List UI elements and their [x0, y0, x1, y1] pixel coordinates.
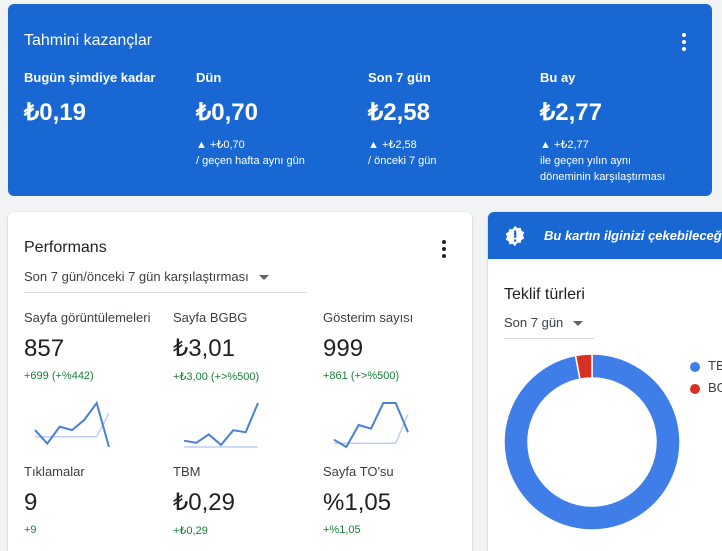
bid-types-card: Bu kartın ilginizi çekebileceğini düşünd…: [488, 212, 722, 551]
sparkline-page-rpm: [183, 402, 259, 448]
bid-types-title: Teklif türleri: [504, 286, 585, 303]
earnings-label: Bu ay: [540, 70, 576, 85]
performance-more-icon[interactable]: [434, 238, 454, 260]
earnings-label: Dün: [196, 70, 222, 85]
earnings-value: ₺0,70: [196, 99, 258, 126]
performance-period-select[interactable]: Son 7 gün/önceki 7 gün karşılaştırması: [24, 269, 307, 293]
donut-slice-1: [574, 353, 593, 381]
earnings-caption: / önceki 7 gün: [368, 155, 437, 167]
earnings-value: ₺2,77: [540, 99, 602, 126]
metric-label: Sayfa TO'su: [323, 464, 394, 479]
earnings-caption-line2: döneminin karşılaştırması: [540, 171, 666, 183]
metric-label: Tıklamalar: [24, 464, 85, 479]
sparkline-page-views: [34, 400, 110, 448]
earnings-yesterday: Dün ₺0,70 ▲ +₺0,70 / geçen hafta aynı gü…: [196, 70, 305, 169]
performance-period-value: Son 7 gün/önceki 7 gün karşılaştırması: [24, 269, 249, 284]
metric-change: +₺0,29: [173, 525, 208, 537]
metric-page-ctr[interactable]: Sayfa TO'su %1,05 +%1,05: [323, 464, 463, 536]
legend-dot: [690, 361, 700, 372]
earnings-more-icon[interactable]: [674, 31, 694, 53]
metric-change: +699 (+%442): [24, 370, 94, 382]
metric-label: Gösterim sayısı: [323, 310, 414, 325]
metric-value: ₺3,01: [173, 335, 235, 362]
legend-label: BGBG: [708, 380, 722, 395]
legend-dot: [690, 383, 700, 394]
metric-label: Sayfa BGBG: [173, 310, 248, 325]
estimated-earnings-card: Tahmini kazançlar Bugün şimdiye kadar ₺0…: [8, 4, 712, 196]
earnings-value: ₺0,19: [24, 99, 86, 126]
earnings-caption: ile geçen yılın aynı: [540, 155, 632, 167]
donut-slice-0: [503, 353, 681, 531]
sparkline-current-period: [183, 402, 259, 447]
earnings-title: Tahmini kazançlar: [24, 32, 153, 49]
chevron-down-icon: [258, 275, 269, 281]
metric-value: 857: [24, 335, 65, 362]
earnings-value: ₺2,58: [368, 99, 430, 126]
earnings-this-month: Bu ay ₺2,77 ▲ +₺2,77 ile geçen yılın ayn…: [540, 70, 665, 185]
sparkline-previous-period: [334, 413, 409, 445]
metric-change: +%1,05: [323, 524, 361, 536]
sparkline-impressions: [333, 402, 409, 449]
sparkline-current-period: [333, 402, 409, 449]
metric-value: 999: [323, 335, 364, 362]
metric-cpc[interactable]: TBM ₺0,29 +₺0,29: [173, 464, 313, 537]
tip-banner[interactable]: Bu kartın ilginizi çekebileceğini düşünd…: [488, 212, 722, 259]
earnings-change: ▲ +₺2,77: [540, 139, 589, 151]
metric-clicks[interactable]: Tıklamalar 9 +9: [24, 464, 164, 536]
alert-badge-icon: [505, 225, 525, 247]
metric-value: 9: [24, 489, 38, 516]
metric-label: TBM: [173, 464, 201, 479]
metric-page-rpm[interactable]: Sayfa BGBG ₺3,01 +₺3,00 (+>%500): [173, 310, 313, 383]
bid-types-period-select[interactable]: Son 7 gün: [504, 315, 594, 339]
earnings-change: ▲ +₺2,58: [368, 139, 417, 151]
earnings-label: Son 7 gün: [368, 70, 431, 85]
chevron-down-icon: [573, 321, 584, 327]
earnings-label: Bugün şimdiye kadar: [24, 70, 156, 85]
metric-label: Sayfa görüntülemeleri: [24, 310, 151, 325]
earnings-last-7-days: Son 7 gün ₺2,58 ▲ +₺2,58 / önceki 7 gün: [368, 70, 437, 169]
performance-title: Performans: [24, 239, 107, 256]
metric-value: ₺0,29: [173, 489, 235, 516]
metric-change: +9: [24, 524, 37, 536]
tip-text: Bu kartın ilginizi çekebileceğini düşünd…: [544, 228, 722, 243]
earnings-change: ▲ +₺0,70: [196, 139, 245, 151]
performance-card: Performans Son 7 gün/önceki 7 gün karşıl…: [8, 212, 472, 551]
metric-page-views[interactable]: Sayfa görüntülemeleri 857 +699 (+%442): [24, 310, 164, 382]
legend-label: TBM: [708, 358, 722, 373]
bid-types-period-value: Son 7 gün: [504, 315, 564, 330]
metric-change: +₺3,00 (+>%500): [173, 371, 260, 383]
legend-item-tbm[interactable]: TBM: [690, 358, 722, 373]
earnings-today: Bugün şimdiye kadar ₺0,19: [24, 70, 155, 127]
earnings-caption: / geçen hafta aynı gün: [196, 155, 305, 167]
sparkline-current-period: [34, 400, 110, 448]
legend-item-bgbg[interactable]: BGBG: [690, 380, 722, 395]
bid-types-donut-chart: [503, 353, 681, 531]
metric-value: %1,05: [323, 489, 392, 516]
sparkline-previous-period: [35, 412, 110, 438]
metric-impressions[interactable]: Gösterim sayısı 999 +861 (+>%500): [323, 310, 463, 382]
metric-change: +861 (+>%500): [323, 370, 400, 382]
